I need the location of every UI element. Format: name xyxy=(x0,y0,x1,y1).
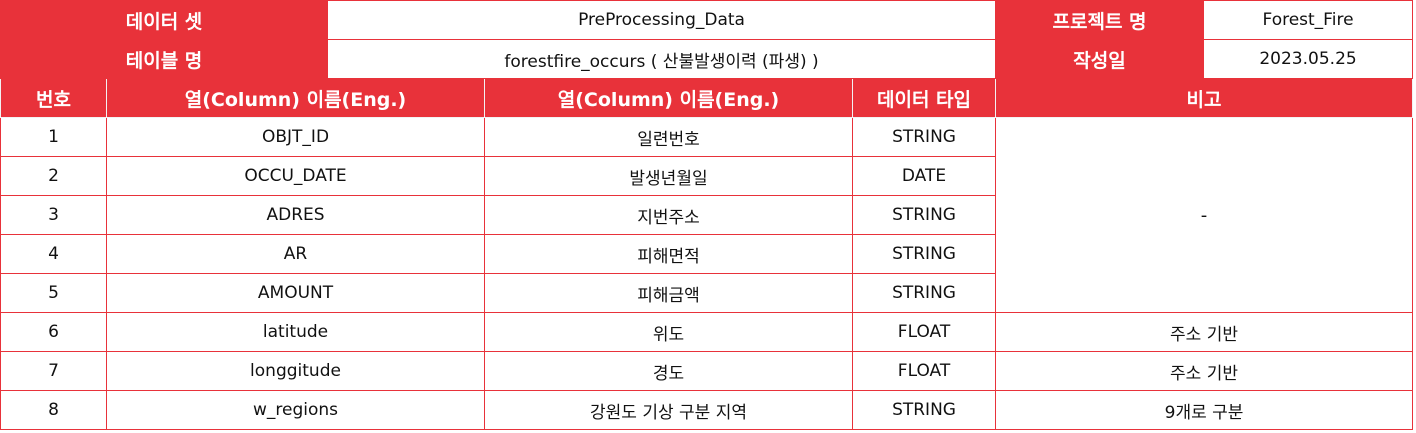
column-header-row: 번호 열(Column) 이름(Eng.) 열(Column) 이름(Eng.)… xyxy=(0,78,1414,118)
row-kor: 피해금액 xyxy=(484,273,854,313)
row-kor: 위도 xyxy=(484,312,854,352)
row-remark: 9개로 구분 xyxy=(995,390,1414,430)
table-row: 5 AMOUNT 피해금액 STRING xyxy=(0,273,1413,313)
date-value: 2023.05.25 xyxy=(1203,39,1414,79)
table-value: forestfire_occurs ( 산불발생이력 (파생) ) xyxy=(327,39,997,79)
row-eng: AR xyxy=(105,234,486,274)
table-row: 2 OCCU_DATE 발생년월일 DATE xyxy=(0,156,1413,196)
row-eng: longgitude xyxy=(105,351,486,391)
header-col-kor: 열(Column) 이름(Eng.) xyxy=(484,78,854,118)
dataset-value: PreProcessing_Data xyxy=(327,0,997,40)
row-eng: ADRES xyxy=(105,195,486,235)
table-row: 4 AR 피해면적 STRING xyxy=(0,234,1413,274)
row-kor: 경도 xyxy=(484,351,854,391)
table-label: 테이블 명 xyxy=(0,39,329,79)
row-no: 5 xyxy=(0,273,107,313)
header-no: 번호 xyxy=(0,78,107,118)
row-type: DATE xyxy=(852,156,997,196)
row-type: FLOAT xyxy=(852,351,997,391)
row-type: STRING xyxy=(852,390,997,430)
row-eng: w_regions xyxy=(105,390,486,430)
project-label: 프로젝트 명 xyxy=(995,0,1205,40)
meta-row-dataset: 데이터 셋 PreProcessing_Data 프로젝트 명 Forest_F… xyxy=(0,0,1414,40)
row-eng: latitude xyxy=(105,312,486,352)
row-remark: 주소 기반 xyxy=(995,351,1414,391)
table-row: 8 w_regions 강원도 기상 구분 지역 STRING 9개로 구분 xyxy=(0,390,1414,430)
row-type: STRING xyxy=(852,273,997,313)
table-row: 1 OBJT_ID 일련번호 STRING - xyxy=(0,117,1414,313)
row-kor: 발생년월일 xyxy=(484,156,854,196)
row-no: 3 xyxy=(0,195,107,235)
row-type: STRING xyxy=(852,117,997,157)
header-col-eng: 열(Column) 이름(Eng.) xyxy=(105,78,486,118)
table-row: 6 latitude 위도 FLOAT 주소 기반 xyxy=(0,312,1414,352)
table-row: 7 longgitude 경도 FLOAT 주소 기반 xyxy=(0,351,1414,391)
row-eng: AMOUNT xyxy=(105,273,486,313)
row-no: 6 xyxy=(0,312,107,352)
meta-row-table: 테이블 명 forestfire_occurs ( 산불발생이력 (파생) ) … xyxy=(0,39,1414,79)
row-no: 1 xyxy=(0,117,107,157)
row-type: FLOAT xyxy=(852,312,997,352)
row-no: 4 xyxy=(0,234,107,274)
row-type: STRING xyxy=(852,234,997,274)
row-kor: 피해면적 xyxy=(484,234,854,274)
header-type: 데이터 타입 xyxy=(852,78,997,118)
table-row: 3 ADRES 지번주소 STRING xyxy=(0,195,1413,235)
header-remark: 비고 xyxy=(995,78,1414,118)
row-kor: 일련번호 xyxy=(484,117,854,157)
dataset-label: 데이터 셋 xyxy=(0,0,329,40)
row-eng: OCCU_DATE xyxy=(105,156,486,196)
row-type: STRING xyxy=(852,195,997,235)
row-no: 7 xyxy=(0,351,107,391)
row-remark: 주소 기반 xyxy=(995,312,1414,352)
row-no: 8 xyxy=(0,390,107,430)
row-kor: 강원도 기상 구분 지역 xyxy=(484,390,854,430)
row-no: 2 xyxy=(0,156,107,196)
row-remark-merged: - xyxy=(995,117,1414,313)
date-label: 작성일 xyxy=(995,39,1205,79)
project-value: Forest_Fire xyxy=(1203,0,1414,40)
row-eng: OBJT_ID xyxy=(105,117,486,157)
row-kor: 지번주소 xyxy=(484,195,854,235)
